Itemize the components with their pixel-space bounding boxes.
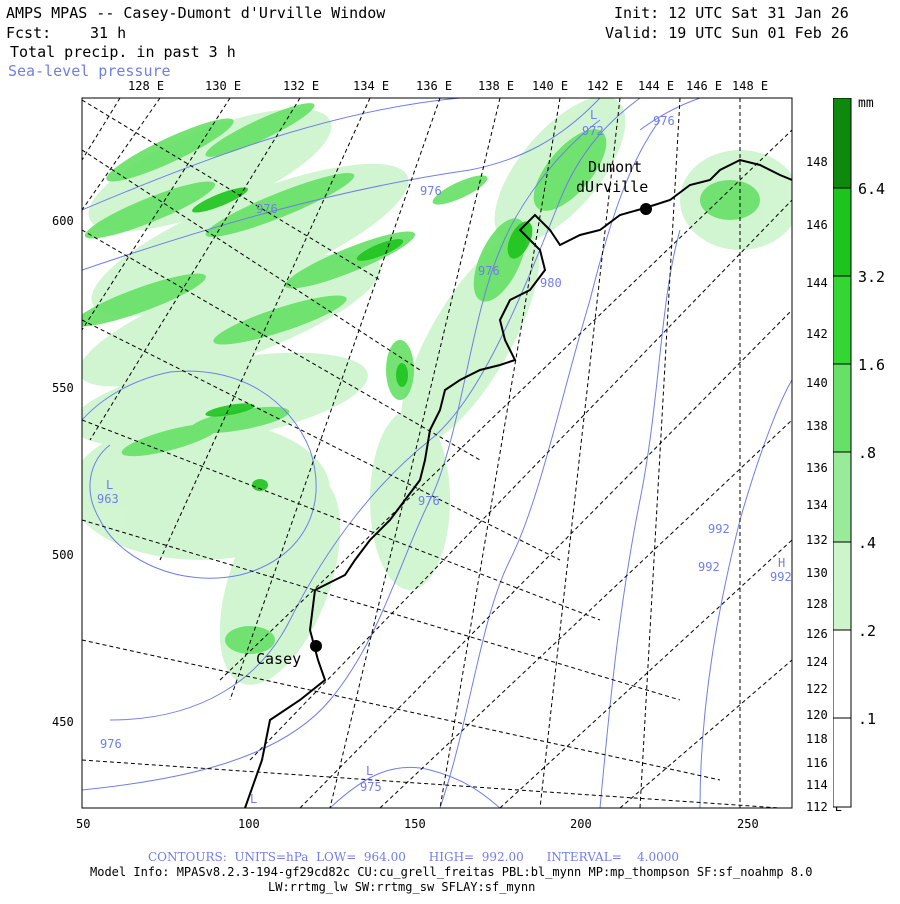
colorbar-label: .4 bbox=[858, 534, 877, 552]
forecast-label: Fcst: bbox=[6, 24, 52, 42]
pressure-contours bbox=[82, 98, 792, 808]
field-name: Total precip. in past 3 h bbox=[10, 43, 236, 61]
y-axis-label: 550 bbox=[52, 381, 74, 395]
model-info: Model Info: MPASv8.2.3-194-gf29cd82c CU:… bbox=[90, 865, 813, 879]
x-axis-label: 50 bbox=[76, 817, 91, 831]
colorbar-label: .8 bbox=[858, 444, 877, 462]
overlay-name: Sea-level pressure bbox=[8, 62, 171, 80]
pressure-label: 976 bbox=[420, 184, 442, 198]
x-axis-label: 250 bbox=[737, 817, 759, 831]
colorbar-label: 3.2 bbox=[858, 268, 886, 286]
y-axis-label: 450 bbox=[52, 715, 74, 729]
pressure-label: 976 bbox=[418, 494, 440, 508]
station-label-durville: dUrville bbox=[576, 178, 649, 196]
pressure-label: 976 bbox=[256, 202, 278, 216]
y-axis-label: 600 bbox=[52, 214, 74, 228]
lon-label-top: 144 E bbox=[638, 79, 675, 93]
low-marker: L bbox=[106, 478, 114, 492]
x-axis-label: 150 bbox=[404, 817, 426, 831]
colorbar-label: 6.4 bbox=[858, 180, 886, 198]
pressure-label: 992 bbox=[698, 560, 720, 574]
graticule bbox=[82, 98, 792, 808]
forecast-hour: 31 h bbox=[90, 24, 127, 42]
low-marker: L bbox=[250, 792, 258, 806]
pressure-label: 976 bbox=[100, 737, 122, 751]
pressure-label: 975 bbox=[360, 780, 382, 794]
lon-label-top: 140 E bbox=[532, 79, 569, 93]
pressure-label: 976 bbox=[653, 114, 675, 128]
colorbar-label: .2 bbox=[858, 622, 877, 640]
low-marker: L bbox=[590, 108, 598, 122]
pressure-label: 992 bbox=[770, 570, 792, 584]
lon-label-top: 146 E bbox=[686, 79, 723, 93]
lon-label-top: 132 E bbox=[283, 79, 320, 93]
station-label-casey: Casey bbox=[256, 650, 302, 668]
x-axis-label: 100 bbox=[238, 817, 260, 831]
station-label-dumont: Dumont bbox=[588, 158, 643, 176]
pressure-label: 992 bbox=[708, 522, 730, 536]
lon-label-top: 142 E bbox=[587, 79, 624, 93]
lon-label-top: 148 E bbox=[732, 79, 769, 93]
lon-label-top: 136 E bbox=[416, 79, 453, 93]
init-time: Init: 12 UTC Sat 31 Jan 26 bbox=[614, 4, 849, 22]
contours-info: CONTOURS: UNITS=hPa LOW= 964.00 HIGH= 99… bbox=[148, 850, 679, 864]
colorbar-label: .1 bbox=[858, 710, 877, 728]
lon-label-top: 130 E bbox=[205, 79, 242, 93]
lon-label-top: 138 E bbox=[478, 79, 515, 93]
coastline bbox=[244, 158, 792, 808]
x-axis-label: 200 bbox=[570, 817, 592, 831]
precip-field bbox=[82, 98, 792, 808]
colorbar bbox=[833, 98, 852, 808]
pressure-label: 972 bbox=[582, 124, 604, 138]
model-info-2: LW:rrtmg_lw SW:rrtmg_sw SFLAY:sf_mynn bbox=[268, 880, 536, 894]
colorbar-unit: mm bbox=[858, 96, 874, 111]
lon-label-top: 134 E bbox=[353, 79, 390, 93]
station-marker-casey bbox=[310, 640, 322, 652]
lon-label-top: 128 E bbox=[128, 79, 165, 93]
valid-time: Valid: 19 UTC Sun 01 Feb 26 bbox=[605, 24, 849, 42]
station-marker-dumont bbox=[640, 203, 652, 215]
colorbar-label: 1.6 bbox=[858, 356, 886, 374]
pressure-label: 980 bbox=[540, 276, 562, 290]
low-marker: L bbox=[366, 764, 374, 778]
map-title: AMPS MPAS -- Casey-Dumont d'Urville Wind… bbox=[6, 4, 386, 22]
pressure-label: 963 bbox=[97, 492, 119, 506]
map-frame bbox=[81, 97, 793, 809]
pressure-label: 976 bbox=[478, 264, 500, 278]
y-axis-label: 500 bbox=[52, 548, 74, 562]
high-marker: H bbox=[778, 556, 786, 570]
